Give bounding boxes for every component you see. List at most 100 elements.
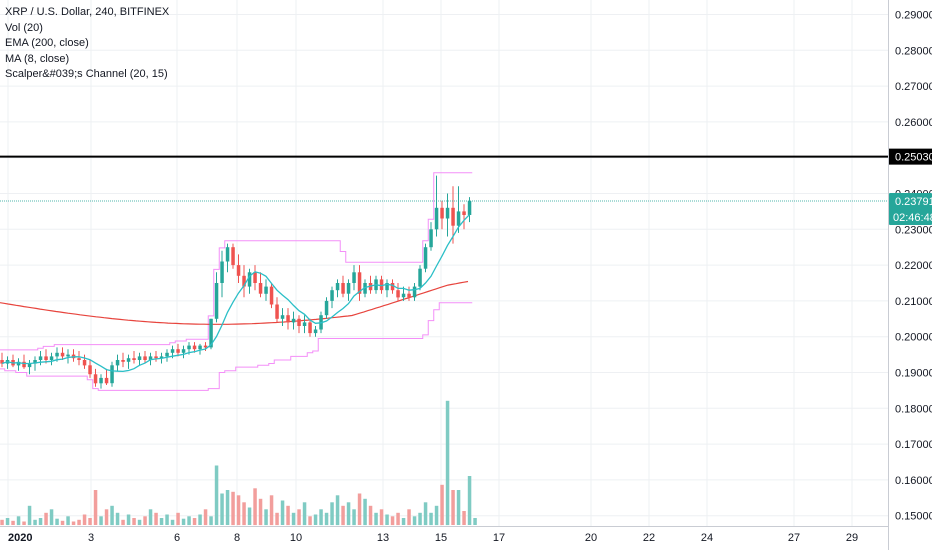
time-axis[interactable]: 2020 3 6 8 10 13 15 17 20 22 24 27 29 xyxy=(8,532,858,544)
candle-body xyxy=(335,283,340,291)
volume-bar xyxy=(368,505,373,526)
volume-bar xyxy=(170,519,175,526)
volume-bar xyxy=(220,493,224,525)
candle-body xyxy=(154,356,158,359)
candle-body xyxy=(77,358,81,360)
price-tick-label: 0.21000 xyxy=(895,296,932,308)
candle-body xyxy=(363,283,367,294)
last-price-label: 0.23791 xyxy=(895,196,932,208)
volume-bar xyxy=(264,509,268,526)
volume-bar xyxy=(434,505,439,526)
volume-bar xyxy=(418,512,422,526)
price-tick-label: 0.26000 xyxy=(895,117,932,129)
time-tick-label: 17 xyxy=(493,532,505,544)
volume-bar xyxy=(412,516,417,526)
candle-body xyxy=(231,247,235,266)
time-tick-label: 13 xyxy=(377,532,389,544)
candle-body xyxy=(55,352,59,357)
candle-body xyxy=(324,300,329,316)
volume-bar xyxy=(44,512,48,526)
candle-body xyxy=(88,365,92,375)
volume-bar xyxy=(319,509,323,526)
symbol-title[interactable]: XRP / U.S. Dollar, 240, BITFINEX xyxy=(5,6,170,18)
legend-scalpers-channel[interactable]: Scalper&#039;s Channel (20, 15) xyxy=(5,68,168,80)
candle-body xyxy=(209,318,213,348)
candle-body xyxy=(456,211,461,226)
price-axis[interactable]: 0.290000.280000.270000.260000.250000.240… xyxy=(895,10,932,523)
volume-bar xyxy=(330,502,334,526)
candle-body xyxy=(396,290,400,298)
volume-bar xyxy=(385,514,389,525)
volume-bar xyxy=(225,490,230,525)
candle-body xyxy=(286,315,290,323)
price-tick-label: 0.28000 xyxy=(895,45,932,57)
candle-body xyxy=(0,360,4,364)
price-tick-label: 0.22000 xyxy=(895,260,932,272)
time-tick-label: 8 xyxy=(234,532,240,544)
volume-bar xyxy=(104,509,109,526)
volume-bar xyxy=(143,516,147,526)
volume-bar xyxy=(187,516,191,526)
ma-8-path xyxy=(1,214,470,373)
volume-bar xyxy=(165,514,169,525)
volume-bar xyxy=(33,519,37,526)
volume-bar xyxy=(77,519,81,526)
volume-bar xyxy=(27,505,32,526)
candle-body xyxy=(225,247,230,262)
candle-body xyxy=(176,349,180,353)
time-tick-label: 6 xyxy=(174,532,180,544)
last-price-tag xyxy=(889,192,932,225)
candle-body xyxy=(451,207,455,226)
volume-bar xyxy=(286,505,290,526)
price-tick-label: 0.17000 xyxy=(895,439,932,451)
candle-body xyxy=(33,360,37,364)
ema-200-path xyxy=(0,280,469,325)
legend-ma-8[interactable]: MA (8, close) xyxy=(5,52,70,65)
candle-body xyxy=(143,356,147,360)
candle-body xyxy=(352,272,356,283)
candle-body xyxy=(220,261,224,283)
volume-bar xyxy=(181,518,186,525)
volume-bar xyxy=(247,507,252,525)
candle-body xyxy=(104,377,109,384)
candle-body xyxy=(445,207,450,219)
volume-bar xyxy=(374,512,378,526)
volume-bar xyxy=(253,488,257,526)
legend-ema-200[interactable]: EMA (200, close) xyxy=(5,37,89,49)
price-tick-label: 0.15000 xyxy=(895,511,932,523)
volume-bar xyxy=(38,518,43,525)
candle-body xyxy=(297,318,301,326)
volume-bar xyxy=(60,520,65,525)
candle-body xyxy=(198,345,202,350)
candle-body xyxy=(115,360,120,366)
legend-volume[interactable]: Vol (20) xyxy=(5,21,43,34)
volume-bar xyxy=(462,511,466,525)
volume-bar xyxy=(5,518,10,525)
horizontal-line-label: 0.25030 xyxy=(895,152,932,164)
candle-body xyxy=(93,374,98,384)
volume-bar xyxy=(82,514,87,525)
candle-body xyxy=(203,345,208,348)
candle-body xyxy=(269,286,274,305)
volume-bar xyxy=(341,505,345,526)
scalpers-channel xyxy=(0,172,473,391)
time-tick-label: 29 xyxy=(846,532,858,544)
candle-body xyxy=(247,272,252,287)
volume-bar xyxy=(346,502,351,526)
volume-bar xyxy=(390,516,395,526)
volume-bar xyxy=(275,512,279,526)
candle-body xyxy=(341,283,345,294)
candle-body xyxy=(49,356,54,360)
volume-bars xyxy=(0,400,477,526)
candle-body xyxy=(66,354,70,357)
candle-body xyxy=(280,315,285,319)
volume-bar xyxy=(352,509,356,526)
candle-body xyxy=(192,345,197,350)
volume-bar xyxy=(121,519,125,526)
volume-bar xyxy=(280,500,285,525)
volume-bar xyxy=(71,521,76,525)
volume-bar xyxy=(132,518,136,525)
